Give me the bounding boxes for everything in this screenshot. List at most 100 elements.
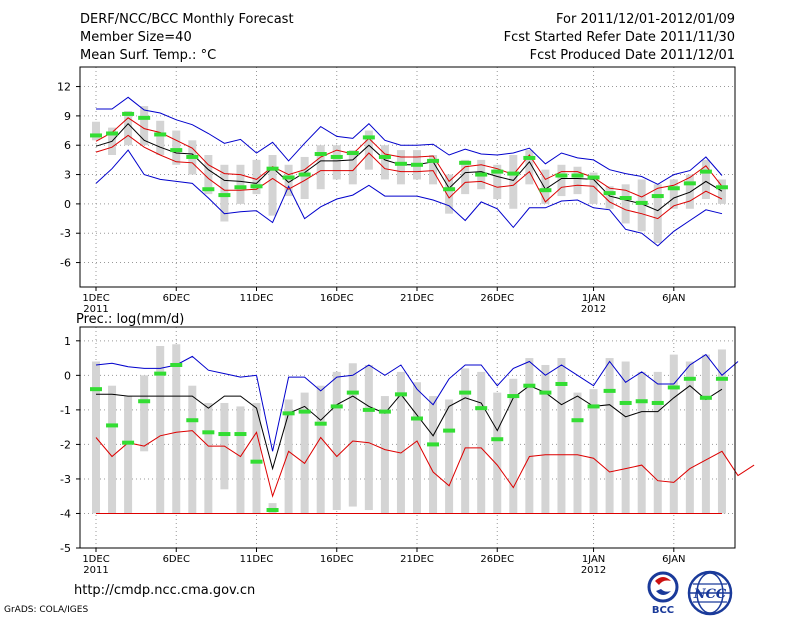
prec-ytick-label: -2 bbox=[60, 438, 71, 451]
prec-box bbox=[701, 354, 710, 514]
temp-box bbox=[445, 174, 454, 214]
prec-marker bbox=[603, 388, 616, 393]
temp-box bbox=[669, 179, 678, 209]
temp-xtick-label: 11DEC bbox=[240, 293, 274, 304]
temp-marker bbox=[555, 173, 568, 178]
prec-marker bbox=[683, 376, 696, 381]
forecast-period: For 2011/12/01-2012/01/09 bbox=[556, 12, 735, 27]
temp-xtick-label: 16DEC bbox=[320, 293, 354, 304]
prec-marker bbox=[619, 400, 632, 405]
prec-box bbox=[140, 375, 149, 452]
temp-red-upper-line bbox=[95, 117, 723, 198]
prec-ytick-label: -1 bbox=[60, 404, 71, 417]
prec-box bbox=[477, 371, 486, 514]
prec-marker bbox=[411, 416, 423, 421]
prec-box bbox=[108, 385, 117, 514]
temp-box bbox=[653, 184, 662, 243]
prec-box bbox=[621, 361, 630, 514]
chart-title: DERF/NCC/BCC Monthly Forecast bbox=[80, 12, 294, 27]
temp-marker bbox=[106, 131, 119, 136]
temp-xtick-year: 2012 bbox=[581, 304, 606, 315]
prec-box bbox=[525, 358, 534, 514]
prec-marker bbox=[202, 430, 215, 435]
temp-upper-line bbox=[96, 96, 723, 185]
prec-box bbox=[348, 363, 357, 507]
temp-box bbox=[332, 145, 341, 180]
prec-ytick-label: 1 bbox=[64, 335, 71, 348]
prec-box bbox=[717, 349, 726, 514]
temp-marker bbox=[122, 111, 135, 116]
bcc-logo-text: BCC bbox=[652, 605, 674, 615]
prec-box bbox=[172, 344, 181, 514]
prec-xtick-label: 21DEC bbox=[400, 554, 434, 565]
temp-marker bbox=[282, 175, 295, 180]
website-url[interactable]: http://cmdp.ncc.cma.gov.cn bbox=[74, 583, 256, 598]
prec-ytick-label: -3 bbox=[60, 473, 71, 486]
temp-box bbox=[268, 155, 277, 216]
temp-marker bbox=[154, 132, 167, 137]
temp-ytick-label: 12 bbox=[57, 81, 71, 94]
temp-marker bbox=[491, 169, 504, 174]
temp-marker bbox=[362, 135, 375, 140]
temp-marker bbox=[635, 200, 648, 205]
prec-marker bbox=[266, 508, 279, 513]
prec-marker bbox=[459, 390, 472, 395]
prec-marker bbox=[427, 442, 440, 447]
temp-marker bbox=[571, 173, 584, 178]
prec-box bbox=[300, 392, 309, 514]
prec-marker bbox=[715, 376, 728, 381]
temp-marker bbox=[715, 185, 728, 190]
temp-box bbox=[717, 179, 726, 204]
prec-xtick-label: 1JAN bbox=[582, 554, 605, 565]
prec-marker bbox=[378, 409, 391, 414]
prec-box bbox=[396, 371, 405, 514]
temp-box bbox=[252, 159, 261, 195]
prec-box bbox=[685, 361, 694, 514]
temp-marker bbox=[539, 188, 552, 193]
temp-marker bbox=[475, 172, 488, 177]
temp-xtick-label: 26DEC bbox=[480, 293, 514, 304]
temp-xtick-label: 1JAN bbox=[582, 293, 605, 304]
prec-box bbox=[509, 378, 518, 514]
temp-ytick-label: -3 bbox=[60, 227, 71, 240]
prec-box bbox=[284, 399, 293, 514]
temp-marker bbox=[683, 181, 696, 186]
prec-marker bbox=[362, 407, 375, 412]
temp-box bbox=[140, 106, 149, 146]
prec-box bbox=[541, 364, 550, 514]
prec-box bbox=[252, 402, 261, 514]
temp-box bbox=[509, 155, 518, 209]
temp-xtick-year: 2011 bbox=[83, 304, 108, 315]
prec-box bbox=[364, 364, 373, 511]
temp-marker bbox=[587, 175, 600, 180]
prec-marker bbox=[330, 404, 343, 409]
temp-xtick-label: 1DEC bbox=[82, 293, 109, 304]
variable-label: Mean Surf. Temp.: °C bbox=[80, 48, 217, 63]
prec-marker bbox=[234, 432, 247, 437]
prec-marker bbox=[282, 411, 295, 416]
temp-marker bbox=[667, 186, 680, 191]
temp-box bbox=[429, 155, 438, 185]
temp-ytick-label: 9 bbox=[64, 110, 71, 123]
temp-box bbox=[637, 179, 646, 232]
temp-ytick-label: -6 bbox=[60, 257, 71, 270]
prec-marker bbox=[154, 371, 167, 376]
temp-marker bbox=[523, 155, 536, 160]
prec-marker bbox=[699, 395, 712, 400]
prec-box bbox=[493, 392, 502, 514]
temp-ytick-label: 6 bbox=[64, 139, 71, 152]
temp-box bbox=[156, 120, 165, 155]
temp-ytick-label: 0 bbox=[64, 198, 71, 211]
prec-box bbox=[188, 385, 197, 514]
temp-marker bbox=[186, 154, 199, 159]
prec-marker bbox=[138, 399, 151, 404]
prec-xtick-label: 1DEC bbox=[82, 554, 109, 565]
temp-frame bbox=[79, 66, 736, 288]
prec-xtick-label: 11DEC bbox=[240, 554, 274, 565]
temp-box bbox=[605, 186, 614, 209]
temp-marker bbox=[202, 187, 215, 192]
forecast-started-date: Fcst Started Refer Date 2011/11/30 bbox=[503, 30, 735, 45]
temp-box bbox=[380, 145, 389, 180]
prec-marker bbox=[507, 394, 520, 399]
temp-box bbox=[541, 169, 550, 204]
